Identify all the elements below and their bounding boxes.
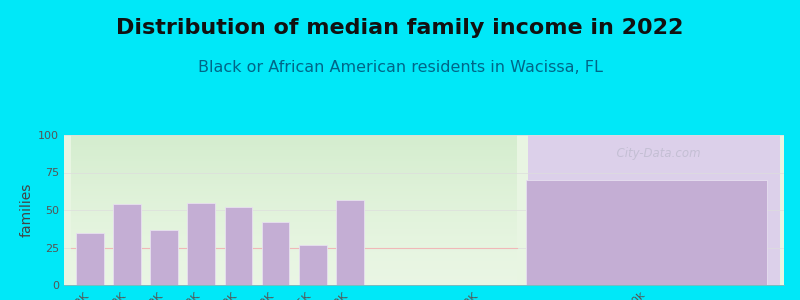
Bar — [526, 180, 767, 285]
Bar — [262, 222, 290, 285]
Bar — [113, 204, 141, 285]
Text: Black or African American residents in Wacissa, FL: Black or African American residents in W… — [198, 60, 602, 75]
Bar — [150, 230, 178, 285]
Y-axis label: families: families — [20, 183, 34, 237]
Text: Distribution of median family income in 2022: Distribution of median family income in … — [116, 18, 684, 38]
Bar — [76, 232, 104, 285]
Text: City-Data.com: City-Data.com — [609, 147, 700, 160]
FancyBboxPatch shape — [528, 135, 780, 285]
Bar — [336, 200, 364, 285]
Bar — [187, 202, 215, 285]
Bar — [298, 244, 326, 285]
Bar — [225, 207, 252, 285]
